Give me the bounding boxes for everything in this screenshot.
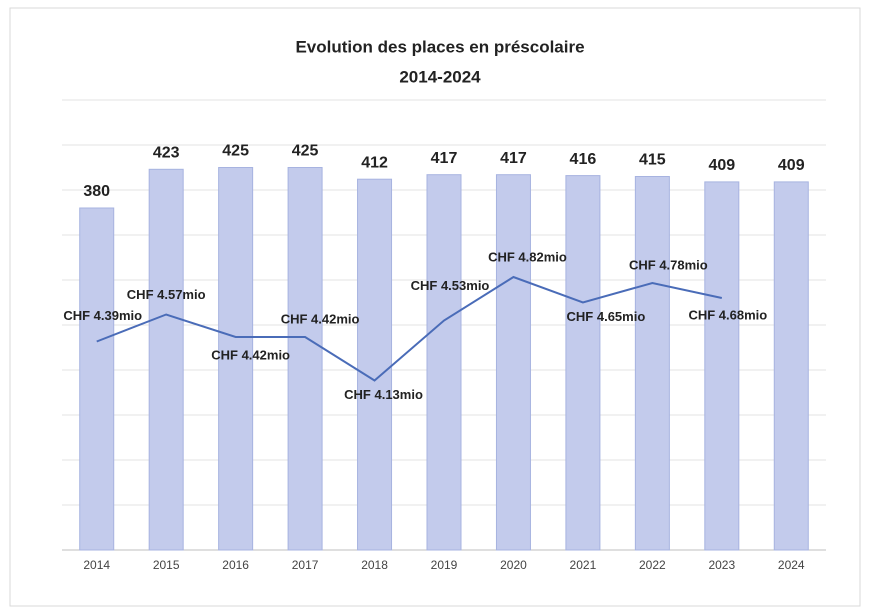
bar-label: 425 xyxy=(222,143,249,160)
line-label: CHF 4.78mio xyxy=(629,257,708,272)
x-tick-label: 2017 xyxy=(292,558,319,572)
x-tick-label: 2021 xyxy=(570,558,597,572)
bar-label: 412 xyxy=(361,154,388,171)
x-tick-label: 2020 xyxy=(500,558,527,572)
x-tick-label: 2016 xyxy=(222,558,249,572)
bar xyxy=(218,167,254,551)
chart-subtitle: 2014-2024 xyxy=(399,67,481,86)
bar-label: 417 xyxy=(431,150,458,167)
x-tick-label: 2023 xyxy=(708,558,735,572)
x-tick-label: 2018 xyxy=(361,558,388,572)
line-label: CHF 4.42mio xyxy=(211,347,290,362)
bar-label: 425 xyxy=(292,143,319,160)
bar xyxy=(773,181,809,551)
line-label: CHF 4.13mio xyxy=(344,387,423,402)
line xyxy=(96,275,723,382)
x-tick-label: 2022 xyxy=(639,558,666,572)
bar-label: 380 xyxy=(83,183,110,200)
bar xyxy=(704,181,740,551)
bar xyxy=(495,174,531,551)
line-label: CHF 4.53mio xyxy=(411,278,490,293)
x-tick-label: 2015 xyxy=(153,558,180,572)
chart-title: Evolution des places en préscolaire xyxy=(295,37,584,56)
x-tick-label: 2014 xyxy=(83,558,110,572)
line-label: CHF 4.39mio xyxy=(63,308,142,323)
bar xyxy=(357,178,393,551)
bar-label: 409 xyxy=(778,157,805,174)
bar xyxy=(79,207,115,551)
bar-label: 415 xyxy=(639,152,666,169)
bar-label: 417 xyxy=(500,150,527,167)
bar-label: 416 xyxy=(570,151,597,168)
bar-label: 423 xyxy=(153,145,180,162)
line-label: CHF 4.65mio xyxy=(567,309,646,324)
bar xyxy=(565,175,601,551)
bar xyxy=(287,167,323,551)
bar xyxy=(148,168,184,551)
bar-label: 409 xyxy=(708,157,735,174)
line-label: CHF 4.68mio xyxy=(688,307,767,322)
x-tick-label: 2024 xyxy=(778,558,805,572)
line-label: CHF 4.42mio xyxy=(281,311,360,326)
x-tick-label: 2019 xyxy=(431,558,458,572)
bar xyxy=(426,174,462,551)
line-label: CHF 4.82mio xyxy=(488,249,567,264)
line-label: CHF 4.57mio xyxy=(127,287,206,302)
bar xyxy=(634,176,670,551)
